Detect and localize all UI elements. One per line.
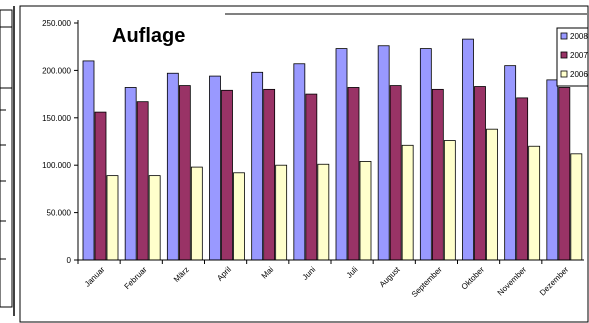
legend-swatch-2007 — [560, 51, 568, 59]
y-tick-label: 50.000 — [47, 209, 72, 218]
chart-title: Auflage — [112, 25, 185, 47]
bar-2008-Juli — [335, 48, 348, 261]
bar-2008-Februar — [124, 87, 137, 261]
bar-2008-August — [377, 45, 390, 261]
bar-2006-Mai — [275, 164, 288, 261]
bar-2006-Januar — [106, 175, 119, 261]
y-tick-label: 150.000 — [42, 114, 71, 123]
y-axis: 0 50.000 100.000 150.000 200.000 250.000 — [42, 19, 79, 265]
chart-title-background — [105, 14, 225, 52]
chart-title-group: Auflage — [105, 13, 587, 52]
bar-2006-April — [233, 172, 245, 261]
legend-swatch-2008 — [560, 32, 568, 40]
legend-label-2008: 2008 — [570, 32, 588, 41]
bar-2007-November — [516, 97, 529, 261]
y-tick-label: 100.000 — [42, 161, 71, 170]
bar-2007-Juli — [347, 87, 360, 261]
bar-2006-September — [443, 140, 456, 261]
plot-area — [82, 38, 583, 261]
y-tick-label: 0 — [67, 256, 72, 265]
bar-2008-Oktober — [462, 38, 474, 261]
bar-2008-April — [209, 75, 221, 261]
bar-2007-Oktober — [474, 86, 486, 261]
legend-label-2006: 2006 — [570, 70, 588, 79]
bar-2006-Juni — [317, 163, 330, 261]
bar-2006-März — [190, 166, 203, 261]
bar-2007-September — [431, 88, 444, 261]
bar-2008-März — [166, 72, 179, 261]
left-partial-panel — [0, 6, 15, 316]
bar-2007-Juni — [305, 93, 318, 261]
bar-2007-Mai — [263, 88, 276, 261]
bar-2007-August — [389, 85, 402, 261]
bar-2008-Januar — [82, 60, 95, 261]
bar-2007-Dezember — [558, 87, 571, 261]
bar-2006-August — [401, 144, 414, 261]
legend: 2008 2007 2006 — [556, 27, 589, 87]
legend-swatch-2006 — [560, 70, 568, 78]
legend-label-2007: 2007 — [570, 51, 588, 60]
bar-2006-November — [528, 145, 541, 261]
bar-2006-Februar — [148, 175, 161, 261]
bar-2008-Mai — [251, 71, 264, 261]
bar-2008-September — [419, 48, 432, 261]
bar-2007-Februar — [136, 101, 149, 261]
bar-2008-Juni — [293, 63, 306, 261]
bar-2008-Dezember — [546, 79, 559, 261]
bar-2007-Januar — [94, 111, 107, 261]
bar-2006-Juli — [359, 161, 372, 261]
bar-2006-Oktober — [486, 128, 498, 261]
y-tick-label: 200.000 — [42, 66, 71, 75]
y-tick-label: 250.000 — [42, 19, 71, 28]
bar-2007-April — [221, 89, 233, 261]
bar-2007-März — [178, 85, 191, 261]
bar-2008-November — [504, 65, 517, 261]
left-panel-frame — [0, 9, 13, 308]
bar-2006-Dezember — [570, 153, 583, 261]
